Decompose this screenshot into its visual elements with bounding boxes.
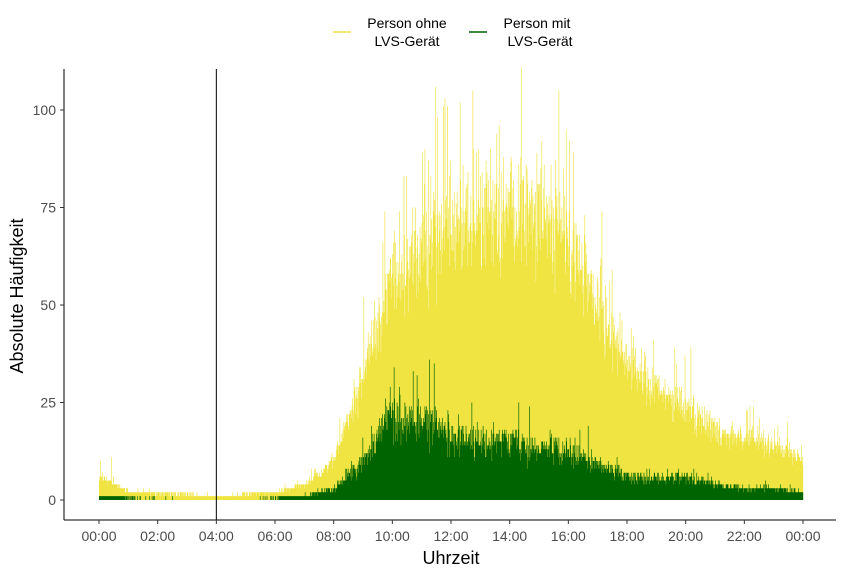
y-tick-label: 75 (40, 200, 56, 216)
x-ticks: 00:00 02:00 04:00 06:00 08:00 10:00 12:00 14:00… (81, 520, 821, 544)
series-ohne-bars (99, 67, 804, 500)
y-axis-title: Absolute Häufigkeit (7, 218, 27, 373)
series-mit-bars-path (99, 359, 804, 500)
series-ohne-bars-path (99, 67, 804, 500)
x-tick-label: 10:00 (375, 528, 410, 544)
x-tick-label: 22:00 (727, 528, 762, 544)
x-tick-label: 08:00 (316, 528, 351, 544)
x-tick-label: 06:00 (257, 528, 292, 544)
x-tick-label: 02:00 (140, 528, 175, 544)
y-tick-label: 100 (33, 102, 57, 118)
legend-label-mit-line2: LVS-Gerät (507, 33, 572, 49)
x-tick-label: 16:00 (551, 528, 586, 544)
axes (63, 69, 836, 521)
legend-label-ohne-line1: Person ohne (367, 15, 447, 31)
y-tick-label: 50 (40, 297, 56, 313)
legend-label-mit-line1: Person mit (504, 15, 571, 31)
x-tick-label: 18:00 (609, 528, 644, 544)
x-tick-label: 00:00 (81, 528, 116, 544)
y-tick-label: 25 (40, 395, 56, 411)
x-tick-label: 04:00 (199, 528, 234, 544)
legend-label-ohne-line2: LVS-Gerät (374, 33, 439, 49)
legend: Person ohne LVS-Gerät Person mit LVS-Ger… (333, 15, 573, 49)
y-tick-label: 0 (48, 492, 56, 508)
x-tick-label: 20:00 (668, 528, 703, 544)
x-tick-label: 14:00 (492, 528, 527, 544)
series-mit-bars (99, 359, 804, 500)
x-tick-label: 12:00 (433, 528, 468, 544)
y-ticks: 0 25 50 75 100 (33, 102, 64, 508)
x-axis-title: Uhrzeit (422, 548, 479, 568)
x-tick-label: 00:00 (785, 528, 820, 544)
